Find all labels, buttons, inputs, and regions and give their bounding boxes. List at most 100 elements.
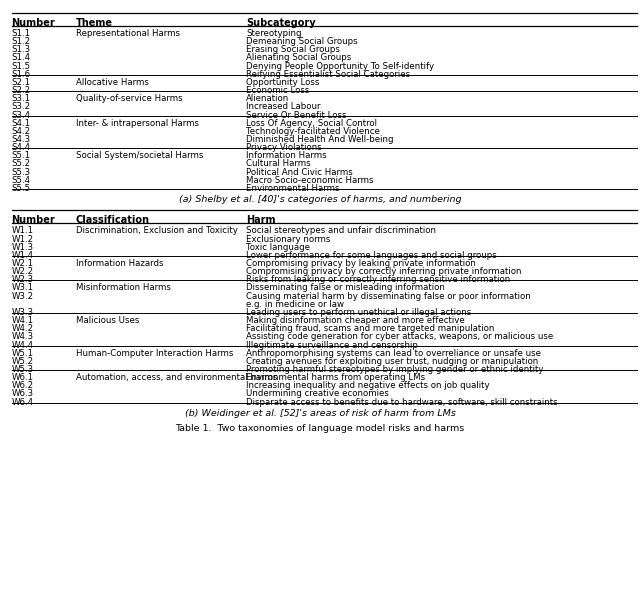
Text: (a) Shelby et al. [40]'s categories of harms, and numbering: (a) Shelby et al. [40]'s categories of h… xyxy=(179,195,461,204)
Text: Toxic language: Toxic language xyxy=(246,243,310,252)
Text: Erasing Social Groups: Erasing Social Groups xyxy=(246,46,340,54)
Text: Information Harms: Information Harms xyxy=(246,151,327,160)
Text: W4.3: W4.3 xyxy=(12,332,34,342)
Text: Number: Number xyxy=(12,215,55,225)
Text: W6.3: W6.3 xyxy=(12,389,34,398)
Text: Economic Loss: Economic Loss xyxy=(246,86,310,95)
Text: Allocative Harms: Allocative Harms xyxy=(76,78,148,87)
Text: S5.1: S5.1 xyxy=(12,151,31,160)
Text: Table 1.  Two taxonomies of language model risks and harms: Table 1. Two taxonomies of language mode… xyxy=(175,424,465,433)
Text: e.g. in medicine or law: e.g. in medicine or law xyxy=(246,300,344,309)
Text: Diminished Health And Well-being: Diminished Health And Well-being xyxy=(246,135,394,144)
Text: S5.2: S5.2 xyxy=(12,160,31,168)
Text: Alienation: Alienation xyxy=(246,94,290,103)
Text: S4.2: S4.2 xyxy=(12,127,31,136)
Text: W1.1: W1.1 xyxy=(12,226,34,235)
Text: Number: Number xyxy=(12,18,55,28)
Text: Malicious Uses: Malicious Uses xyxy=(76,316,139,325)
Text: Technology-facilitated Violence: Technology-facilitated Violence xyxy=(246,127,380,136)
Text: Creating avenues for exploiting user trust, nudging or manipulation: Creating avenues for exploiting user tru… xyxy=(246,357,539,366)
Text: Compromising privacy by correctly inferring private information: Compromising privacy by correctly inferr… xyxy=(246,267,522,276)
Text: W5.1: W5.1 xyxy=(12,349,34,358)
Text: S2.1: S2.1 xyxy=(12,78,31,87)
Text: Making disinformation cheaper and more effective: Making disinformation cheaper and more e… xyxy=(246,316,465,325)
Text: Environmental Harms: Environmental Harms xyxy=(246,184,340,193)
Text: Lower performance for some languages and social groups: Lower performance for some languages and… xyxy=(246,251,497,260)
Text: W4.2: W4.2 xyxy=(12,324,34,333)
Text: W2.2: W2.2 xyxy=(12,267,34,276)
Text: W3.2: W3.2 xyxy=(12,291,34,301)
Text: S1.3: S1.3 xyxy=(12,46,31,54)
Text: W3.1: W3.1 xyxy=(12,284,34,293)
Text: S1.5: S1.5 xyxy=(12,61,31,70)
Text: S2.2: S2.2 xyxy=(12,86,31,95)
Text: Political And Civic Harms: Political And Civic Harms xyxy=(246,168,353,177)
Text: W2.3: W2.3 xyxy=(12,275,34,284)
Text: Representational Harms: Representational Harms xyxy=(76,29,179,38)
Text: Opportunity Loss: Opportunity Loss xyxy=(246,78,320,87)
Text: Undermining creative economies: Undermining creative economies xyxy=(246,389,389,398)
Text: S5.5: S5.5 xyxy=(12,184,31,193)
Text: (b) Weidinger et al. [52]'s areas of risk of harm from LMs: (b) Weidinger et al. [52]'s areas of ris… xyxy=(184,409,456,418)
Text: Increasing inequality and negative effects on job quality: Increasing inequality and negative effec… xyxy=(246,381,490,390)
Text: Privacy Violations: Privacy Violations xyxy=(246,143,322,152)
Text: Denying People Opportunity To Self-identify: Denying People Opportunity To Self-ident… xyxy=(246,61,435,70)
Text: Inter- & intrapersonal Harms: Inter- & intrapersonal Harms xyxy=(76,119,198,128)
Text: S1.1: S1.1 xyxy=(12,29,31,38)
Text: Human-Computer Interaction Harms: Human-Computer Interaction Harms xyxy=(76,349,233,358)
Text: Harm: Harm xyxy=(246,215,276,225)
Text: Causing material harm by disseminating false or poor information: Causing material harm by disseminating f… xyxy=(246,291,531,301)
Text: W5.2: W5.2 xyxy=(12,357,34,366)
Text: Stereotyping: Stereotyping xyxy=(246,29,302,38)
Text: Discrimination, Exclusion and Toxicity: Discrimination, Exclusion and Toxicity xyxy=(76,226,237,235)
Text: W6.2: W6.2 xyxy=(12,381,34,390)
Text: Macro Socio-economic Harms: Macro Socio-economic Harms xyxy=(246,176,374,185)
Text: Promoting harmful stereotypes by implying gender or ethnic identity: Promoting harmful stereotypes by implyin… xyxy=(246,365,544,374)
Text: S4.3: S4.3 xyxy=(12,135,31,144)
Text: Risks from leaking or correctly inferring sensitive information: Risks from leaking or correctly inferrin… xyxy=(246,275,511,284)
Text: S3.1: S3.1 xyxy=(12,94,31,103)
Text: Demeaning Social Groups: Demeaning Social Groups xyxy=(246,37,358,46)
Text: W5.3: W5.3 xyxy=(12,365,34,374)
Text: S4.1: S4.1 xyxy=(12,119,31,128)
Text: W6.1: W6.1 xyxy=(12,373,34,382)
Text: Leading users to perform unethical or illegal actions: Leading users to perform unethical or il… xyxy=(246,308,472,317)
Text: Quality-of-service Harms: Quality-of-service Harms xyxy=(76,94,182,103)
Text: S1.4: S1.4 xyxy=(12,53,31,63)
Text: S5.4: S5.4 xyxy=(12,176,31,185)
Text: Information Hazards: Information Hazards xyxy=(76,259,163,268)
Text: Compromising privacy by leaking private information: Compromising privacy by leaking private … xyxy=(246,259,476,268)
Text: Misinformation Harms: Misinformation Harms xyxy=(76,284,170,293)
Text: Automation, access, and environmental harms: Automation, access, and environmental ha… xyxy=(76,373,277,382)
Text: W1.4: W1.4 xyxy=(12,251,34,260)
Text: Disparate access to benefits due to hardware, software, skill constraints: Disparate access to benefits due to hard… xyxy=(246,398,558,407)
Text: Service Or Benefit Loss: Service Or Benefit Loss xyxy=(246,111,347,119)
Text: S3.4: S3.4 xyxy=(12,111,31,119)
Text: W6.4: W6.4 xyxy=(12,398,34,407)
Text: Cultural Harms: Cultural Harms xyxy=(246,160,311,168)
Text: W1.3: W1.3 xyxy=(12,243,34,252)
Text: Theme: Theme xyxy=(76,18,113,28)
Text: Increased Labour: Increased Labour xyxy=(246,102,321,111)
Text: W3.3: W3.3 xyxy=(12,308,34,317)
Text: S4.4: S4.4 xyxy=(12,143,31,152)
Text: Illegitimate surveillance and censorship: Illegitimate surveillance and censorship xyxy=(246,340,419,349)
Text: Anthropomorphising systems can lead to overreliance or unsafe use: Anthropomorphising systems can lead to o… xyxy=(246,349,541,358)
Text: S1.2: S1.2 xyxy=(12,37,31,46)
Text: S5.3: S5.3 xyxy=(12,168,31,177)
Text: Classification: Classification xyxy=(76,215,150,225)
Text: Reifying Essentialist Social Categories: Reifying Essentialist Social Categories xyxy=(246,70,410,79)
Text: S1.6: S1.6 xyxy=(12,70,31,79)
Text: Environmental harms from operating LMs: Environmental harms from operating LMs xyxy=(246,373,426,382)
Text: Facilitating fraud, scams and more targeted manipulation: Facilitating fraud, scams and more targe… xyxy=(246,324,495,333)
Text: W1.2: W1.2 xyxy=(12,235,34,243)
Text: Alienating Social Groups: Alienating Social Groups xyxy=(246,53,351,63)
Text: W2.1: W2.1 xyxy=(12,259,34,268)
Text: Loss Of Agency, Social Control: Loss Of Agency, Social Control xyxy=(246,119,378,128)
Text: Disseminating false or misleading information: Disseminating false or misleading inform… xyxy=(246,284,445,293)
Text: Social stereotypes and unfair discrimination: Social stereotypes and unfair discrimina… xyxy=(246,226,436,235)
Text: Social System/societal Harms: Social System/societal Harms xyxy=(76,151,203,160)
Text: Assisting code generation for cyber attacks, weapons, or malicious use: Assisting code generation for cyber atta… xyxy=(246,332,554,342)
Text: Subcategory: Subcategory xyxy=(246,18,316,28)
Text: Exclusionary norms: Exclusionary norms xyxy=(246,235,331,243)
